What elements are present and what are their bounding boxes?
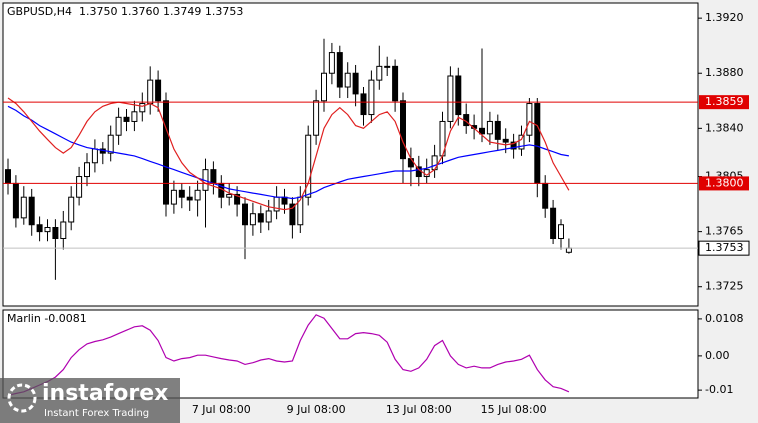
candle-body bbox=[123, 116, 130, 122]
candle-body bbox=[84, 162, 90, 178]
candle-body bbox=[210, 169, 217, 184]
y-tick-label: 1.3920 bbox=[705, 11, 744, 24]
candle-body bbox=[558, 224, 564, 240]
level-label: 1.3800 bbox=[705, 176, 744, 189]
candle-body bbox=[526, 103, 533, 136]
y-tick-label: 0.0108 bbox=[705, 312, 744, 325]
candle-body bbox=[131, 111, 138, 122]
candle-body bbox=[313, 100, 320, 136]
candle-body bbox=[5, 169, 11, 184]
candle-body bbox=[502, 138, 509, 143]
y-tick-label: 1.3765 bbox=[705, 225, 744, 238]
line-series bbox=[7, 97, 570, 211]
x-tick-label: 13 Jul 08:00 bbox=[386, 403, 452, 416]
candle-body bbox=[407, 158, 414, 168]
candle-body bbox=[494, 120, 501, 140]
candle-body bbox=[163, 100, 169, 205]
panel-title: Marlin -0.0081 bbox=[7, 312, 87, 325]
logo-tagline: Instant Forex Trading bbox=[44, 408, 149, 419]
candle-body bbox=[486, 120, 493, 135]
level-label: 1.3859 bbox=[705, 95, 744, 108]
candle-body bbox=[28, 196, 35, 226]
candle-body bbox=[368, 79, 375, 116]
candle-body bbox=[155, 79, 162, 102]
x-tick-label: 7 Jul 08:00 bbox=[192, 403, 251, 416]
candle-body bbox=[265, 210, 272, 223]
x-tick-label: 9 Jul 08:00 bbox=[287, 403, 346, 416]
candle-body bbox=[384, 65, 391, 68]
candle-body bbox=[534, 103, 541, 184]
logo: instaforex Instant Forex Trading bbox=[0, 378, 180, 423]
candle-body bbox=[392, 65, 399, 102]
candle-body bbox=[242, 203, 248, 226]
candle-body bbox=[60, 221, 67, 240]
panel-title: GBPUSD,H4 1.3750 1.3760 1.3749 1.3753 bbox=[7, 5, 243, 18]
candle-body bbox=[226, 193, 233, 198]
candle-body bbox=[289, 203, 296, 226]
level-tag bbox=[699, 95, 749, 110]
candle-body bbox=[510, 141, 517, 150]
y-tick-label: 1.3840 bbox=[705, 121, 744, 134]
candle-body bbox=[194, 189, 201, 201]
logo-box bbox=[0, 378, 180, 423]
level-tag bbox=[699, 176, 749, 191]
candle-body bbox=[447, 75, 454, 122]
y-tick-label: 1.3880 bbox=[705, 66, 744, 79]
candle-body bbox=[36, 224, 43, 233]
x-tick-label: 15 Jul 08:00 bbox=[481, 403, 547, 416]
candle-body bbox=[455, 75, 462, 116]
candle-body bbox=[352, 72, 359, 95]
candle-body bbox=[20, 196, 27, 219]
y-tick-label: 1.3725 bbox=[705, 280, 744, 293]
candle-body bbox=[518, 134, 525, 150]
candle-body bbox=[76, 176, 83, 198]
candle-body bbox=[186, 196, 193, 201]
candle-body bbox=[249, 213, 256, 226]
candle-body bbox=[344, 72, 351, 88]
candle-body bbox=[376, 65, 383, 81]
line-series bbox=[7, 105, 570, 200]
candle-body bbox=[91, 148, 98, 164]
candle-body bbox=[336, 52, 343, 88]
candle-body bbox=[139, 103, 146, 113]
candle-body bbox=[281, 196, 288, 205]
logo-icon bbox=[7, 383, 37, 413]
candle-body bbox=[321, 72, 327, 102]
candle-body bbox=[12, 182, 19, 219]
candle-body bbox=[542, 182, 549, 209]
candle-body bbox=[178, 189, 185, 198]
candle-body bbox=[68, 196, 75, 223]
candle-body bbox=[234, 193, 241, 205]
candle-body bbox=[360, 93, 367, 116]
candle-body bbox=[305, 134, 312, 198]
candle-body bbox=[107, 134, 114, 154]
candle-body bbox=[328, 52, 335, 74]
candle-body bbox=[400, 100, 406, 160]
y-tick-label: 0.00 bbox=[705, 349, 730, 362]
candle-body bbox=[44, 226, 51, 233]
candle-body bbox=[550, 207, 557, 240]
candle-body bbox=[415, 166, 422, 178]
candle-body bbox=[257, 213, 264, 223]
candle-body bbox=[52, 226, 59, 240]
y-tick-label: -0.01 bbox=[705, 383, 733, 396]
candle-body bbox=[170, 189, 177, 205]
logo-name: instaforex bbox=[42, 381, 168, 406]
candle-body bbox=[115, 116, 122, 136]
candle-body bbox=[565, 247, 572, 253]
price-panel bbox=[2, 2, 699, 307]
candle-body bbox=[479, 127, 485, 135]
last-price-label: 1.3753 bbox=[705, 241, 744, 254]
line-series bbox=[7, 314, 570, 396]
candle-body bbox=[147, 79, 154, 105]
last-price-tag bbox=[698, 240, 750, 256]
